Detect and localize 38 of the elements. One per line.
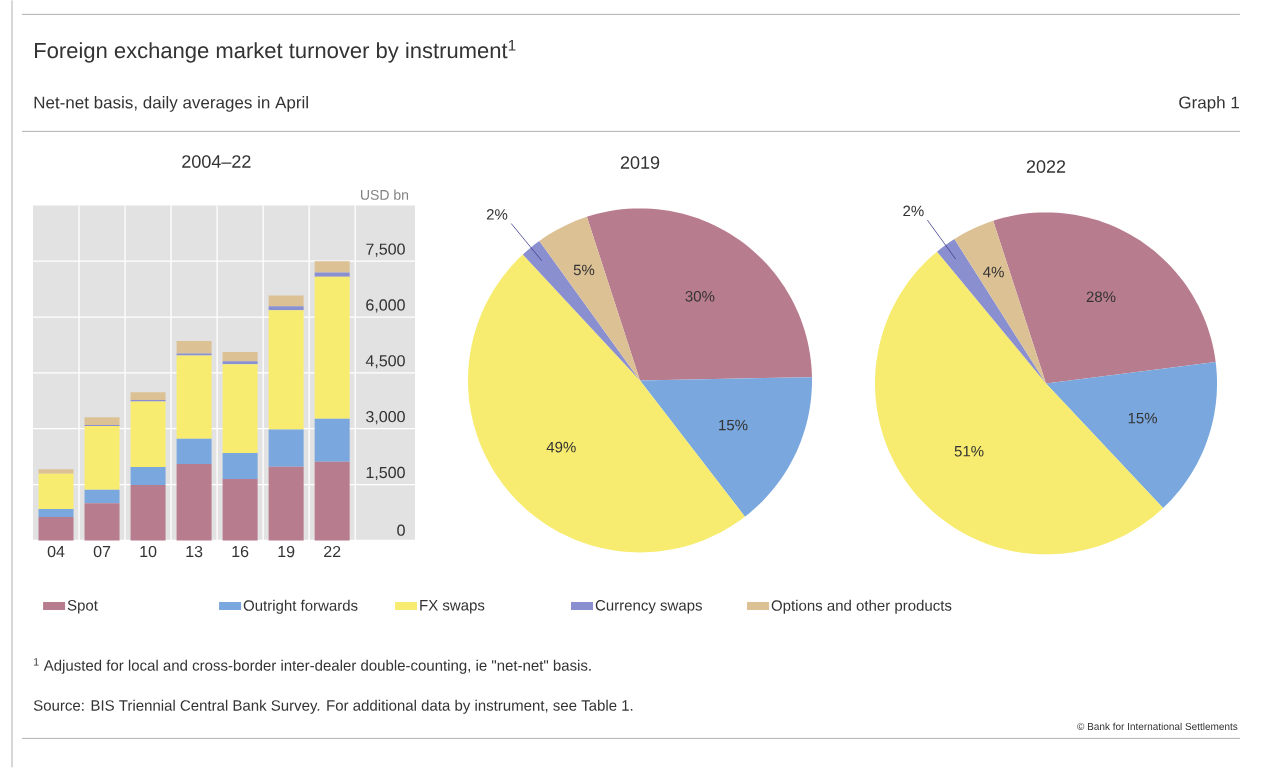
source-note: Source: BIS Triennial Central Bank Survey. For additional data by instrument, see Table 1. <box>33 699 633 714</box>
data-label: 49% <box>546 441 576 453</box>
legend-label: Outright forwards <box>243 599 358 614</box>
data-label: 2% <box>486 209 508 220</box>
y-tick-label: 3,000 <box>366 411 405 425</box>
chart-title: 2004–22 <box>182 155 251 168</box>
text: $^{1}$ Adjusted for local and cross-border inter-dealer double-counting, ie "net-net" basis. <box>34 658 591 674</box>
x-tick-label: 13 <box>186 546 203 558</box>
y-tick-label: 4,500 <box>365 355 405 369</box>
x-tick-label: 04 <box>47 546 65 558</box>
x-tick-label: 10 <box>140 546 157 558</box>
y-axis-title: USD bn <box>361 189 409 200</box>
data-label: 15% <box>1128 412 1158 424</box>
data-label: 4% <box>983 266 1004 278</box>
text: © Bank for International Settlements <box>1077 722 1238 731</box>
legend-label: FX swaps <box>420 600 485 614</box>
data-label: 51% <box>954 446 984 457</box>
y-tick-label: 0 <box>397 524 405 536</box>
data-label: 2% <box>903 205 924 217</box>
legend-label: Options and other products <box>771 599 952 614</box>
x-tick-label: 16 <box>232 546 249 558</box>
data-label: 30% <box>685 291 715 302</box>
chart-title: 2022 <box>1026 160 1066 173</box>
data-label: 5% <box>573 264 595 276</box>
data-label: 28% <box>1086 291 1116 303</box>
data-label: 15% <box>719 419 748 431</box>
y-tick-label: 7,500 <box>366 243 405 257</box>
text: Net-net basis, daily averages in April <box>34 96 308 112</box>
x-tick-label: 07 <box>93 546 111 558</box>
legend-label: Currency swaps <box>595 600 702 614</box>
legend-label: Spot <box>67 600 98 614</box>
caption: Graph 1 <box>1179 96 1239 112</box>
y-tick-label: 6,000 <box>366 299 405 313</box>
text: Foreign exchange market turnover by instrument$^{1}$ <box>35 40 516 63</box>
x-tick-label: 19 <box>278 546 295 558</box>
chart-title: 2019 <box>620 156 660 169</box>
x-tick-label: 22 <box>324 546 341 558</box>
y-tick-label: 1,500 <box>366 466 405 481</box>
